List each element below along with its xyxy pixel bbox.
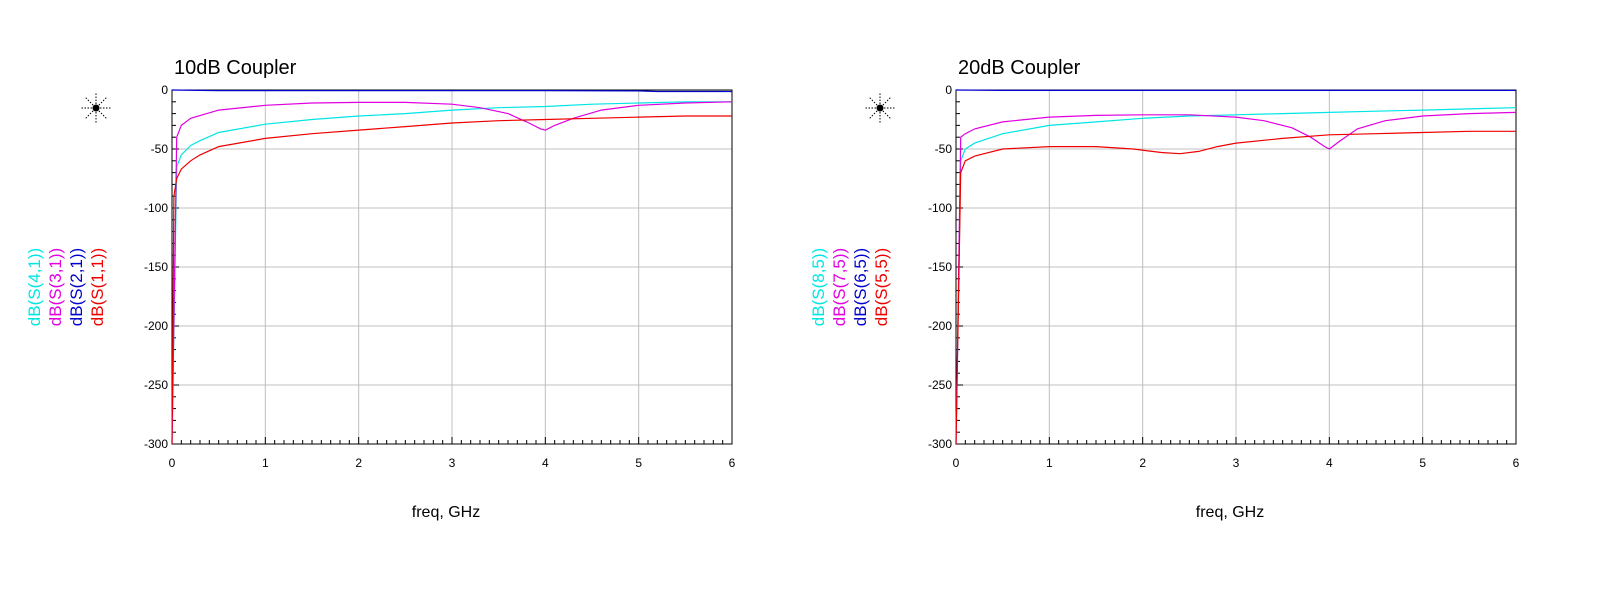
legend-entry: dB(S(3,1)) [46, 248, 65, 326]
x-axis-label: freq, GHz [1196, 504, 1264, 521]
y-tick-label: -100 [928, 201, 952, 215]
chart-panel-1: 0 1 2 3 4 5 6 0 -50 -100 -150 -200 -250 -300 10dB Coup… [25, 57, 736, 521]
marker-ray [98, 97, 107, 106]
y-tick-label: -200 [928, 319, 952, 333]
series-line [955, 111, 1517, 445]
x-tick-label: 1 [1046, 456, 1053, 470]
series-line [171, 89, 732, 93]
marker-ray [98, 110, 107, 119]
y-tick-label: -50 [151, 142, 169, 156]
marker-ray [869, 110, 878, 119]
y-tick-label: -100 [144, 201, 168, 215]
x-tick-label: 4 [1326, 456, 1333, 470]
chart-title: 10dB Coupler [174, 57, 297, 79]
series-line [955, 107, 1517, 445]
x-tick-label: 6 [729, 456, 736, 470]
y-tick-label: -250 [144, 378, 168, 392]
legend-entry: dB(S(2,1)) [67, 248, 86, 326]
series-line [171, 101, 732, 445]
marker-star-icon [81, 93, 111, 123]
marker-ray [882, 110, 891, 119]
chart-title: 20dB Coupler [958, 57, 1081, 79]
marker-center [92, 104, 100, 112]
marker-ray [882, 97, 891, 106]
legend-entry: dB(S(1,1)) [88, 248, 107, 326]
x-tick-label: 1 [262, 456, 269, 470]
x-tick-label: 4 [542, 456, 549, 470]
y-tick-label: -300 [928, 437, 952, 451]
y-tick-label: -50 [935, 142, 953, 156]
marker-star-icon [865, 93, 895, 123]
marker-ray [869, 97, 878, 106]
legend-entry: dB(S(7,5)) [830, 248, 849, 326]
series-line [955, 130, 1516, 445]
chart-panel-2: 0 1 2 3 4 5 6 0 -50 -100 -150 -200 -250 -300 20dB Coup… [809, 57, 1520, 521]
legend-entry: dB(S(5,5)) [872, 248, 891, 326]
legend-entry: dB(S(8,5)) [809, 248, 828, 326]
y-tick-label: -200 [144, 319, 168, 333]
legend-entry: dB(S(6,5)) [851, 248, 870, 326]
x-tick-label: 6 [1513, 456, 1520, 470]
x-tick-label: 2 [355, 456, 362, 470]
x-tick-label: 3 [449, 456, 456, 470]
x-axis-label: freq, GHz [412, 504, 480, 521]
x-tick-label: 0 [169, 456, 176, 470]
x-tick-label: 2 [1139, 456, 1146, 470]
series-line [171, 115, 732, 445]
marker-center [876, 104, 884, 112]
y-tick-label: -300 [144, 437, 168, 451]
y-tick-label: -150 [928, 260, 952, 274]
series-line [171, 101, 733, 445]
y-tick-label: -250 [928, 378, 952, 392]
x-tick-label: 3 [1233, 456, 1240, 470]
legend-entry: dB(S(4,1)) [25, 248, 44, 326]
y-tick-label: -150 [144, 260, 168, 274]
marker-ray [85, 97, 94, 106]
x-tick-label: 0 [953, 456, 960, 470]
y-tick-label: 0 [945, 83, 952, 97]
marker-ray [85, 110, 94, 119]
x-tick-label: 5 [635, 456, 642, 470]
y-tick-label: 0 [161, 83, 168, 97]
x-tick-label: 5 [1419, 456, 1426, 470]
